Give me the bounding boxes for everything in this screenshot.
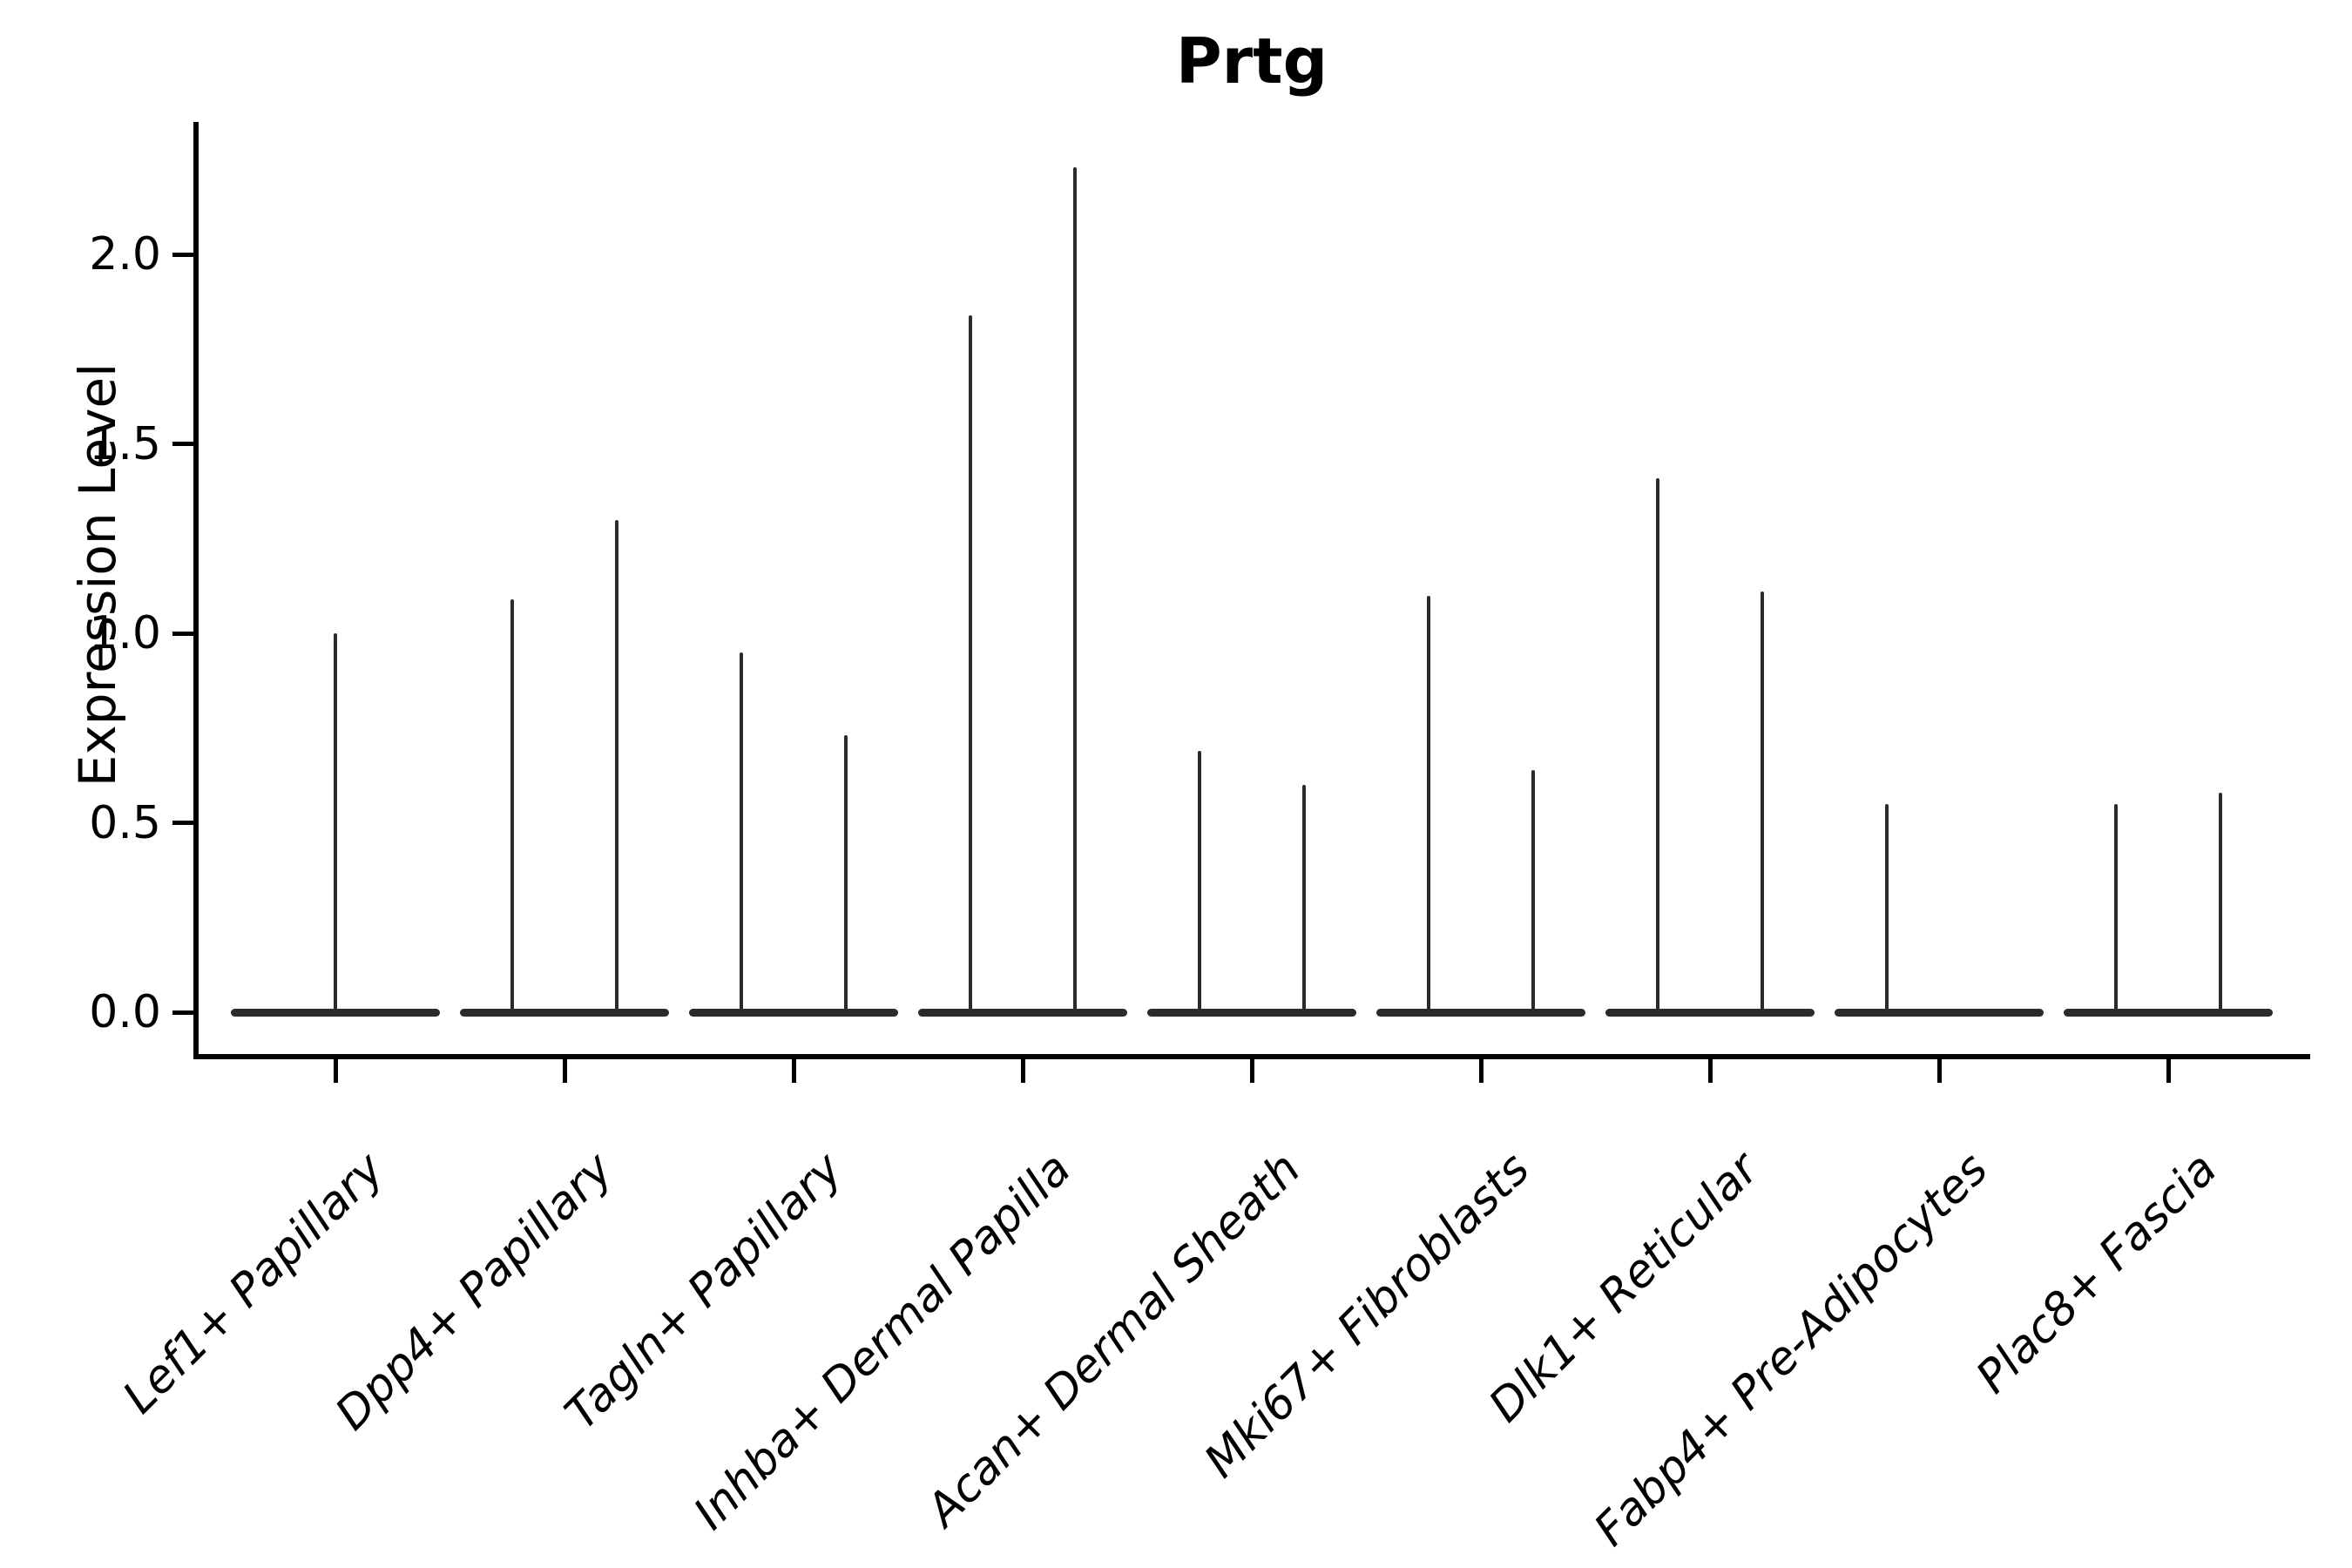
- y-tick-label: 1.5: [89, 417, 161, 470]
- x-tick-label: Fabp4+ Pre-Adipocytes: [1584, 1143, 1998, 1557]
- violin-spike: [334, 633, 337, 1012]
- y-tick-mark: [172, 821, 193, 825]
- x-tick-mark: [333, 1059, 338, 1083]
- violin-spike: [1885, 803, 1889, 1012]
- x-tick-mark: [1249, 1059, 1254, 1083]
- y-tick-mark: [172, 252, 193, 257]
- x-tick-label: Acan+ Dermal Sheath: [916, 1143, 1311, 1537]
- violin-spike: [1427, 595, 1430, 1012]
- violin-spike: [1073, 166, 1077, 1012]
- x-tick-mark: [1478, 1059, 1484, 1083]
- violin-spike: [510, 598, 514, 1012]
- x-tick-mark: [1936, 1059, 1942, 1083]
- violin-spike: [1531, 769, 1535, 1012]
- violin-base: [1376, 1008, 1585, 1017]
- violin-spike: [1198, 750, 1201, 1012]
- violin-base: [460, 1008, 669, 1017]
- violin-spike: [2219, 792, 2222, 1012]
- violin-spike: [1761, 591, 1764, 1012]
- x-tick-mark: [1020, 1059, 1025, 1083]
- violin-base: [1835, 1008, 2044, 1017]
- violin-base: [689, 1008, 898, 1017]
- y-tick-mark: [172, 1010, 193, 1015]
- violin-spike: [969, 314, 972, 1012]
- chart-title: Prtg: [1175, 24, 1328, 98]
- violin-base: [231, 1008, 440, 1017]
- y-tick-mark: [172, 631, 193, 636]
- violin-spike: [740, 652, 743, 1012]
- y-tick-label: 0.0: [89, 986, 161, 1038]
- x-tick-mark: [562, 1059, 567, 1083]
- x-tick-mark: [2166, 1059, 2171, 1083]
- x-tick-label: Plac8+ Fascia: [1966, 1143, 2227, 1404]
- x-tick-mark: [1707, 1059, 1713, 1083]
- y-tick-label: 0.5: [89, 796, 161, 849]
- y-tick-mark: [172, 442, 193, 446]
- y-tick-label: 1.0: [89, 607, 161, 659]
- violin-base: [1605, 1008, 1815, 1017]
- x-axis-spine: [193, 1054, 2310, 1059]
- y-axis-spine: [193, 122, 199, 1059]
- violin-base: [2064, 1008, 2273, 1017]
- x-tick-label: Inhba+ Dermal Papilla: [684, 1143, 1082, 1540]
- violin-spike: [844, 735, 848, 1012]
- violin-base: [1147, 1008, 1356, 1017]
- violin-spike: [615, 519, 618, 1012]
- y-tick-label: 2.0: [89, 228, 161, 280]
- violin-base: [918, 1008, 1127, 1017]
- violin-spike: [1656, 477, 1659, 1012]
- violin-spike: [1302, 785, 1306, 1012]
- violin-spike: [2114, 803, 2118, 1012]
- x-tick-mark: [791, 1059, 796, 1083]
